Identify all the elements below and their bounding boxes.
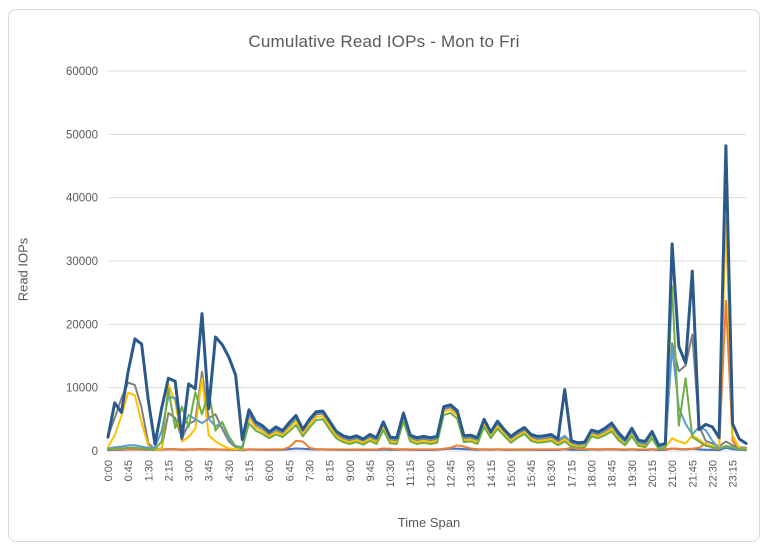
x-tick-label: 10:30 [385, 460, 397, 488]
line-series-7-navy [106, 144, 748, 447]
x-tick-label: 4:30 [224, 460, 236, 481]
x-tick-label: 11:15 [405, 460, 417, 487]
x-tick-label: 18:00 [587, 460, 599, 488]
y-tick-label: 20000 [66, 319, 98, 331]
y-tick-label: 50000 [66, 129, 98, 141]
x-tick-label: 8:15 [325, 460, 337, 481]
line-series-6-green [107, 285, 747, 451]
x-tick-label: 15:45 [526, 460, 538, 488]
x-tick-label: 5:15 [244, 460, 256, 481]
x-tick-label: 0:00 [103, 460, 115, 481]
x-tick-label: 17:15 [566, 460, 578, 488]
x-tick-label: 21:45 [687, 460, 699, 488]
x-tick-label: 0:45 [123, 460, 135, 481]
x-tick-label: 20:15 [647, 460, 659, 488]
x-tick-label: 12:45 [446, 460, 458, 488]
x-tick-label: 21:00 [667, 460, 679, 488]
x-tick-label: 9:00 [345, 460, 357, 481]
x-tick-label: 3:00 [184, 460, 196, 481]
chart-title: Cumulative Read IOPs - Mon to Fri [248, 32, 520, 51]
y-tick-label: 40000 [66, 193, 98, 205]
y-tick-label: 60000 [66, 66, 98, 78]
x-tick-label: 9:45 [365, 460, 377, 481]
x-tick-label: 1:30 [143, 460, 155, 481]
x-tick-label: 13:30 [466, 460, 478, 488]
x-tick-label: 6:45 [284, 460, 296, 481]
x-tick-label: 12:00 [425, 460, 437, 488]
line-series-3-gray [107, 333, 747, 451]
plot-area: 0 10000 20000 30000 40000 50000 60000 0:00 0:45 1… [66, 66, 748, 488]
x-tick-label: 16:30 [546, 460, 558, 488]
line-series-4-gold [107, 218, 747, 451]
x-tick-label: 15:00 [506, 460, 518, 488]
x-tick-label: 7:30 [304, 460, 316, 481]
x-tick-label: 19:30 [627, 460, 639, 488]
y-tick-label: 10000 [66, 383, 98, 395]
x-tick-label: 2:15 [163, 460, 175, 481]
x-tick-label: 3:45 [204, 460, 216, 481]
x-tick-label: 22:30 [707, 460, 719, 488]
x-tick-label: 18:45 [607, 460, 619, 488]
line-series-2-orange [107, 299, 747, 451]
x-tick-label: 14:15 [486, 460, 498, 488]
y-tick-label: 30000 [66, 256, 98, 268]
x-axis-title: Time Span [397, 515, 461, 530]
x-tick-label: 6:00 [264, 460, 276, 481]
chart-frame: Cumulative Read IOPs - Mon to Fri Read I… [8, 9, 760, 542]
x-tick-label: 23:15 [728, 460, 740, 488]
y-tick-label: 0 [92, 446, 98, 458]
